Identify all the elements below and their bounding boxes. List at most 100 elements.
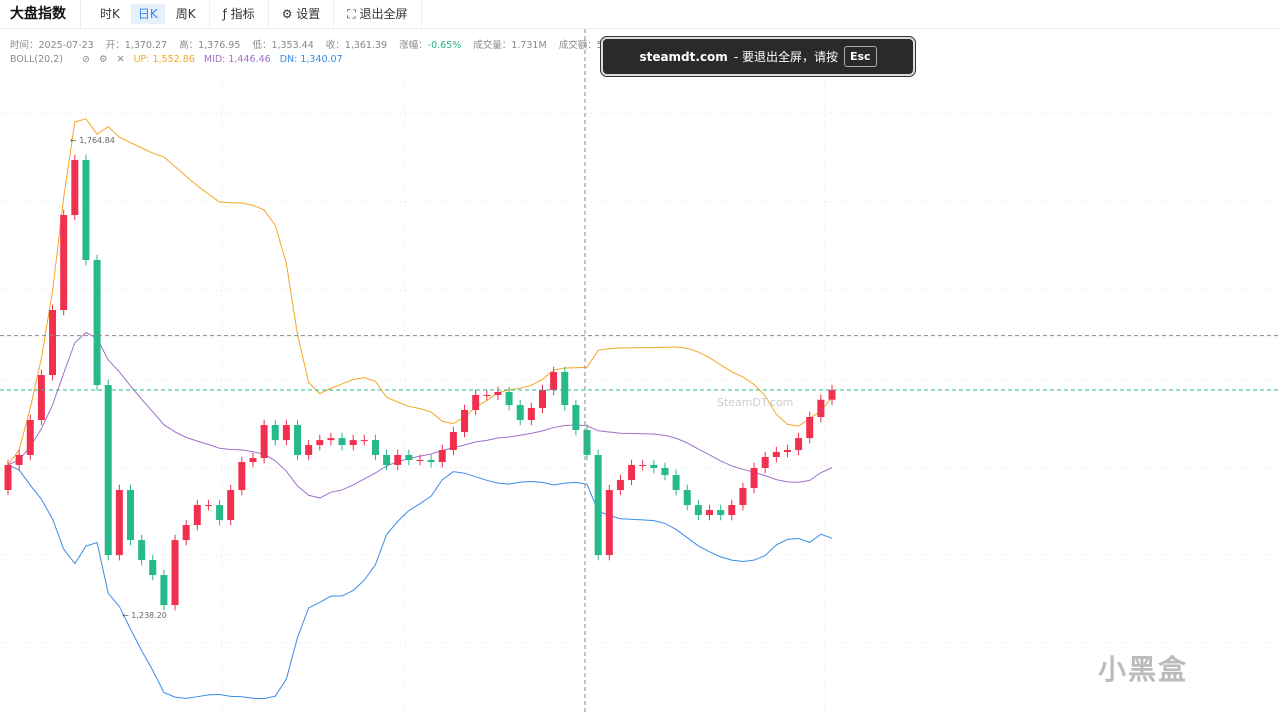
candle-down <box>516 405 524 420</box>
candle-up <box>750 467 758 488</box>
candle-up <box>538 390 546 408</box>
indicator-label: 指标 <box>230 7 255 21</box>
candle-up <box>282 425 290 441</box>
min-price-label: ← 1,238.20 <box>122 611 167 620</box>
boll-legend: BOLL(20,2) ⊘ ⚙ ✕ UP: 1,552.86 MID: 1,446… <box>10 54 349 65</box>
candle-down <box>138 540 146 560</box>
candle-up <box>115 490 123 556</box>
candle-up <box>71 160 79 216</box>
candle-up <box>449 432 457 450</box>
candle-up <box>260 425 268 459</box>
divider <box>208 0 210 29</box>
candle-up <box>472 394 480 410</box>
candle-up <box>37 375 45 420</box>
candle-down <box>594 454 602 556</box>
tab-day-k[interactable]: 日K <box>130 4 165 24</box>
info-volume: 成交量：1.731M <box>473 40 547 51</box>
candle-up <box>26 420 34 455</box>
toast-text: - 要退出全屏，请按 <box>733 50 838 64</box>
candle-up <box>772 452 780 457</box>
boll-label: BOLL(20,2) <box>10 54 63 65</box>
candle-up <box>728 505 736 516</box>
tab-hour-k[interactable]: 时K <box>100 7 120 21</box>
candle-down <box>717 510 725 516</box>
divider <box>267 0 269 29</box>
max-price-label: ← 1,764.84 <box>70 136 115 145</box>
info-time: 时间：2025-07-23 <box>10 40 94 51</box>
hide-icon[interactable]: ⊘ <box>82 54 90 65</box>
candle-down <box>271 425 279 441</box>
settings-label: 设置 <box>296 7 321 21</box>
candle-down <box>383 454 391 465</box>
candle-down <box>294 425 302 455</box>
gear-icon: ⚙ <box>281 7 297 21</box>
candle-up <box>483 394 491 396</box>
candle-up <box>204 505 212 507</box>
indicator-button[interactable]: ƒ 指标 <box>216 4 262 24</box>
candle-down <box>694 505 702 516</box>
candle-up <box>15 454 23 465</box>
info-change-label: 涨幅： <box>399 40 428 51</box>
esc-key: Esc <box>843 46 877 67</box>
fullscreen-toast: steamdt.com - 要退出全屏，请按 Esc <box>600 36 916 77</box>
ohlc-info: 时间：2025-07-23 开：1,370.27 高：1,376.95 低：1,… <box>10 37 612 51</box>
candle-down <box>683 490 691 506</box>
candle-up <box>349 440 357 446</box>
indicator-icon: ƒ <box>222 7 231 21</box>
candle-down <box>405 454 413 460</box>
candle-up <box>616 480 624 490</box>
divider <box>420 0 422 29</box>
settings-button[interactable]: ⚙ 设置 <box>275 4 328 24</box>
candle-up <box>806 416 814 439</box>
close-icon[interactable]: ✕ <box>116 54 125 65</box>
toolbar: 大盘指数 时K 日K 周K ƒ 指标 ⚙ 设置 ⛶ 退出全屏 <box>0 0 1280 29</box>
candle-up <box>394 454 402 465</box>
candle-down <box>583 430 591 455</box>
exit-fullscreen-icon: ⛶ <box>347 7 360 21</box>
candle-down <box>505 392 513 406</box>
candle-up <box>527 407 535 420</box>
candle-down <box>338 438 346 446</box>
divider <box>333 0 335 29</box>
candle-up <box>628 464 636 480</box>
candle-up <box>461 410 469 433</box>
page-title: 大盘指数 <box>0 0 81 29</box>
tab-week-k[interactable]: 周K <box>175 7 196 21</box>
boll-up: UP: 1,552.86 <box>133 54 195 65</box>
candle-up <box>182 525 190 541</box>
boll-up-line <box>7 118 833 466</box>
gear-icon[interactable]: ⚙ <box>99 54 108 65</box>
candle-down <box>149 560 157 576</box>
candle-down <box>216 505 224 520</box>
candle-down <box>572 405 580 430</box>
xiaoheihe-logo: 小黑盒 <box>1098 653 1189 686</box>
candle-down <box>82 160 90 260</box>
watermark: SteamDT.com <box>717 396 794 409</box>
info-low: 低：1,353.44 <box>252 40 314 51</box>
candle-up <box>494 392 502 395</box>
info-close: 收：1,361.39 <box>325 40 388 51</box>
exit-fullscreen-button[interactable]: ⛶ 退出全屏 <box>340 4 414 24</box>
candle-up <box>49 310 57 376</box>
boll-dn: DN: 1,340.07 <box>279 54 343 65</box>
toast-site: steamdt.com <box>639 49 728 64</box>
info-high: 高：1,376.95 <box>179 40 241 51</box>
candle-up <box>783 450 791 453</box>
candle-up <box>360 440 368 442</box>
candle-up <box>238 462 246 490</box>
candle-up <box>4 464 12 490</box>
candle-down <box>371 440 379 455</box>
candle-up <box>761 456 769 468</box>
info-amount: 成交额：5 <box>558 40 603 51</box>
candle-up <box>249 458 257 463</box>
candle-down <box>672 475 680 490</box>
candle-up <box>706 510 714 516</box>
candle-up <box>227 490 235 520</box>
exit-fullscreen-label: 退出全屏 <box>359 7 408 21</box>
candle-up <box>817 399 825 417</box>
candle-down <box>126 490 134 541</box>
boll-dn-line <box>7 464 833 700</box>
candle-down <box>427 460 435 463</box>
candle-down <box>104 385 112 556</box>
